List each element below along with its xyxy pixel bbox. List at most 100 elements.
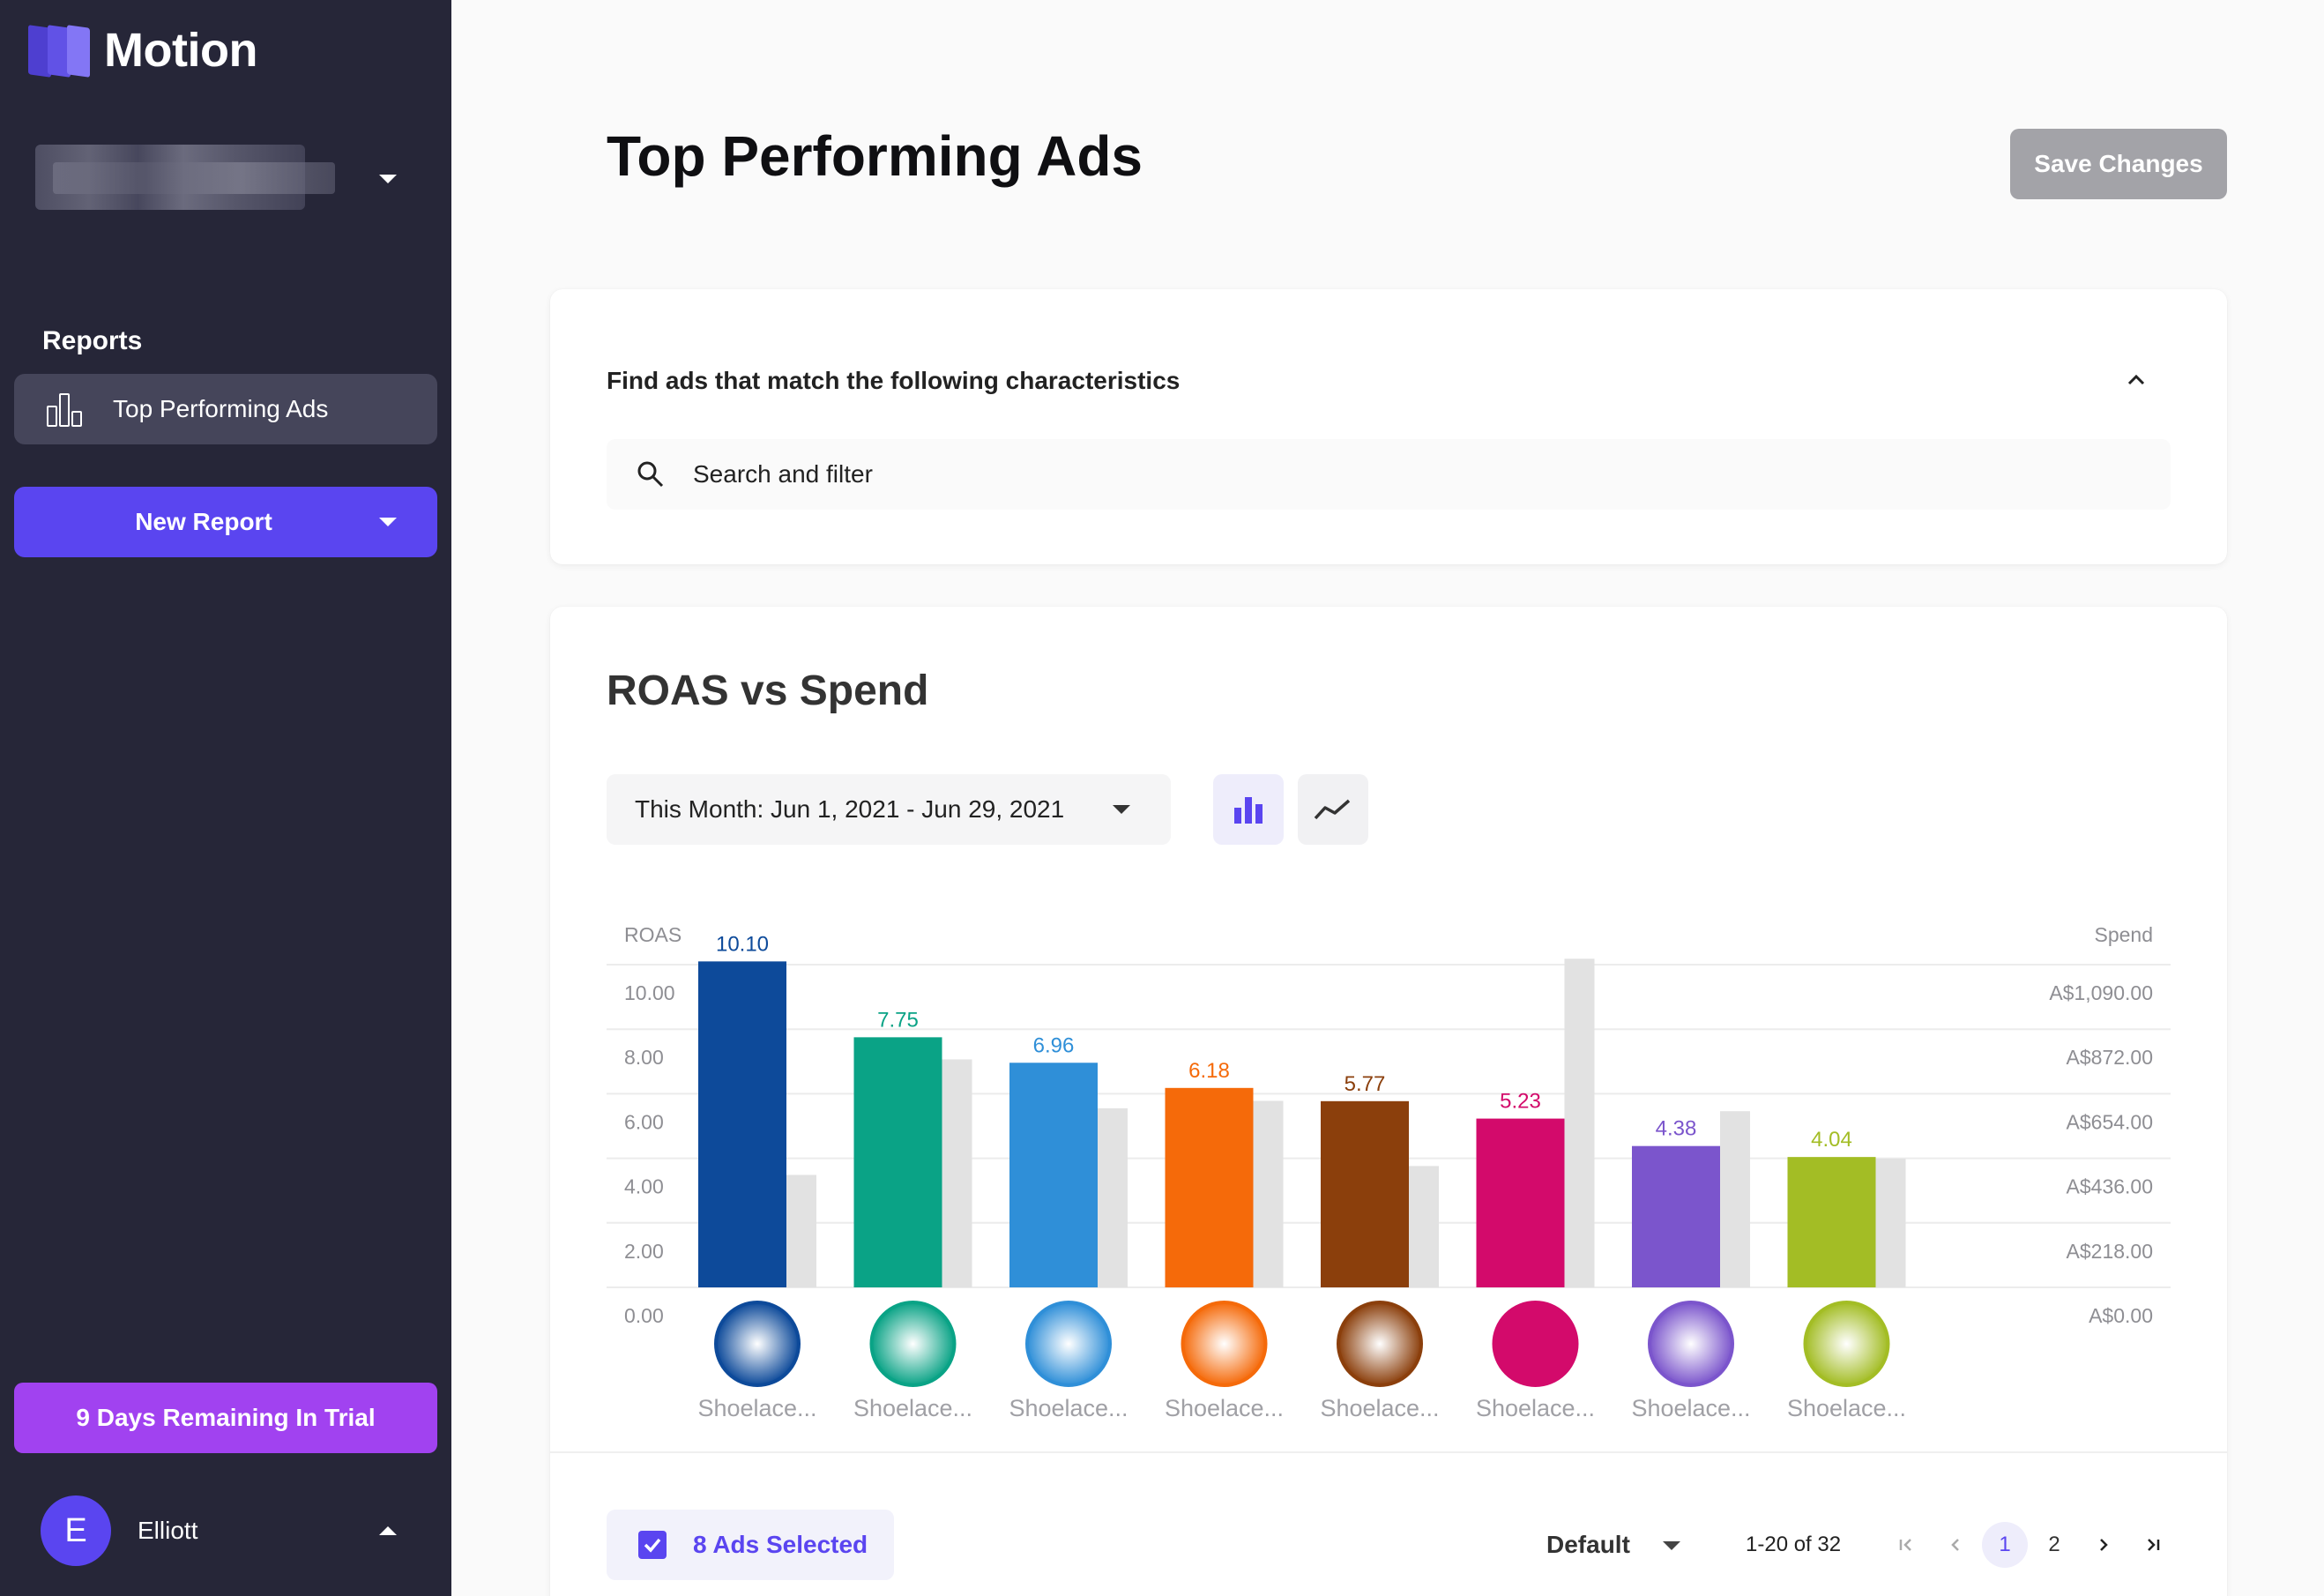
chevron-right-icon (2100, 1539, 2108, 1551)
search-input[interactable]: Search and filter (607, 439, 2171, 510)
bar-chart-icon (1234, 797, 1263, 824)
pagination-range: 1-20 of 32 (1746, 1533, 1842, 1556)
new-report-label: New Report (135, 508, 272, 535)
ad-thumbnail (1337, 1301, 1423, 1387)
right-tick-label: A$0.00 (2089, 1304, 2153, 1327)
roas-bar (1009, 1063, 1098, 1287)
roas-bar (698, 961, 786, 1287)
sidebar-item-top-performing-ads[interactable]: Top Performing Ads (14, 374, 437, 444)
roas-data-label: 10.10 (716, 932, 769, 956)
spend-bar (1875, 1158, 1906, 1287)
date-range-dropdown[interactable]: This Month: Jun 1, 2021 - Jun 29, 2021 (607, 774, 1171, 845)
filter-card: Find ads that match the following charac… (550, 289, 2227, 564)
ads-selected-label: 8 Ads Selected (693, 1531, 868, 1558)
left-tick-label: 8.00 (624, 1046, 664, 1069)
roas-data-label: 6.96 (1033, 1033, 1075, 1057)
left-tick-label: 4.00 (624, 1175, 664, 1198)
ad-thumbnail (1803, 1301, 1890, 1387)
page-title: Top Performing Ads (607, 124, 1143, 188)
roas-bar (1632, 1145, 1720, 1287)
ad-thumbnail (714, 1301, 801, 1387)
sort-dropdown[interactable]: Default (1546, 1531, 1680, 1559)
left-axis-title: ROAS (624, 923, 682, 946)
app-logo[interactable]: Motion (28, 23, 257, 78)
user-name: Elliott (138, 1517, 198, 1544)
app-name: Motion (104, 24, 257, 77)
roas-data-label: 5.77 (1344, 1072, 1386, 1096)
spend-bar (1564, 958, 1595, 1287)
sidebar: Motion Reports Top Performing Ads New Re… (0, 0, 451, 1596)
left-tick-label: 0.00 (624, 1304, 664, 1327)
search-icon (637, 461, 664, 488)
page-1-button[interactable]: 1 (1982, 1522, 2028, 1568)
line-chart-toggle[interactable] (1298, 774, 1368, 845)
roas-bar (1787, 1157, 1876, 1287)
chevron-up-icon (379, 1526, 397, 1535)
check-icon (644, 1538, 661, 1553)
sidebar-item-label: Top Performing Ads (113, 395, 329, 422)
ad-name-label: Shoelace... (1787, 1395, 1906, 1421)
left-tick-label: 10.00 (624, 981, 675, 1004)
chevron-up-icon[interactable] (2127, 370, 2146, 390)
ad-name-label: Shoelace... (853, 1395, 972, 1421)
roas-spend-chart: ROAS Spend 10.00 A$1,090.00 8.00 A$872.00 6.00… (607, 923, 2171, 1421)
trial-remaining-button[interactable]: 9 Days Remaining In Trial (14, 1383, 437, 1453)
bar-chart-toggle[interactable] (1213, 774, 1284, 845)
last-page-icon (2148, 1539, 2160, 1551)
report-chart-icon (47, 393, 82, 427)
chart-title: ROAS vs Spend (607, 667, 929, 714)
ads-selected-toggle[interactable]: 8 Ads Selected (607, 1510, 894, 1580)
chevron-down-icon[interactable] (379, 518, 397, 526)
chevron-down-icon (379, 175, 397, 183)
ad-name-label: Shoelace... (1165, 1395, 1284, 1421)
spend-bar (786, 1175, 816, 1287)
spend-bar (1253, 1100, 1284, 1287)
ad-name-label: Shoelace... (1631, 1395, 1750, 1421)
search-placeholder: Search and filter (693, 460, 873, 488)
reports-heading: Reports (42, 326, 143, 355)
next-page-button[interactable] (2081, 1522, 2127, 1568)
pagination: 1 2 (1883, 1522, 2179, 1568)
left-tick-label: 2.00 (624, 1240, 664, 1263)
roas-data-label: 4.04 (1811, 1128, 1852, 1152)
roas-data-label: 4.38 (1656, 1117, 1697, 1141)
right-tick-label: A$1,090.00 (2049, 981, 2153, 1004)
right-tick-label: A$436.00 (2067, 1175, 2153, 1198)
right-axis-title: Spend (2094, 923, 2153, 946)
left-tick-label: 6.00 (624, 1110, 664, 1133)
roas-bar (853, 1037, 942, 1287)
account-switcher[interactable] (35, 141, 414, 212)
ad-thumbnail (1648, 1301, 1734, 1387)
save-changes-button[interactable]: Save Changes (2010, 129, 2227, 199)
roas-data-label: 7.75 (877, 1008, 919, 1032)
new-report-button[interactable]: New Report (14, 487, 437, 557)
chevron-left-icon (1951, 1539, 1959, 1551)
checkbox[interactable] (638, 1531, 667, 1559)
ad-thumbnail (1181, 1301, 1268, 1387)
motion-logo-icon (28, 23, 92, 78)
ad-thumbnail (1025, 1301, 1112, 1387)
prev-page-button[interactable] (1933, 1522, 1978, 1568)
chevron-down-icon (1663, 1541, 1680, 1550)
ad-thumbnail (1492, 1301, 1579, 1387)
page-2-button[interactable]: 2 (2048, 1533, 2060, 1556)
ad-name-label: Shoelace... (1476, 1395, 1595, 1421)
roas-bar (1476, 1118, 1565, 1287)
ad-name-label: Shoelace... (1009, 1395, 1128, 1421)
last-page-button[interactable] (2130, 1522, 2176, 1568)
chevron-down-icon (1113, 805, 1130, 814)
filter-title: Find ads that match the following charac… (607, 367, 1181, 394)
first-page-button[interactable] (1883, 1522, 1929, 1568)
ad-name-label: Shoelace... (1320, 1395, 1439, 1421)
user-menu[interactable]: E Elliott (41, 1495, 411, 1566)
roas-bar (1165, 1087, 1254, 1287)
right-tick-label: A$218.00 (2067, 1240, 2153, 1263)
spend-bar (1720, 1111, 1750, 1287)
spend-bar (942, 1059, 972, 1287)
roas-bar (1321, 1100, 1409, 1287)
chart-card: ROAS vs Spend This Month: Jun 1, 2021 - … (550, 607, 2227, 1596)
avatar: E (41, 1495, 111, 1566)
ad-name-label: Shoelace... (697, 1395, 816, 1421)
ad-thumbnail (869, 1301, 957, 1387)
right-tick-label: A$654.00 (2067, 1110, 2153, 1133)
